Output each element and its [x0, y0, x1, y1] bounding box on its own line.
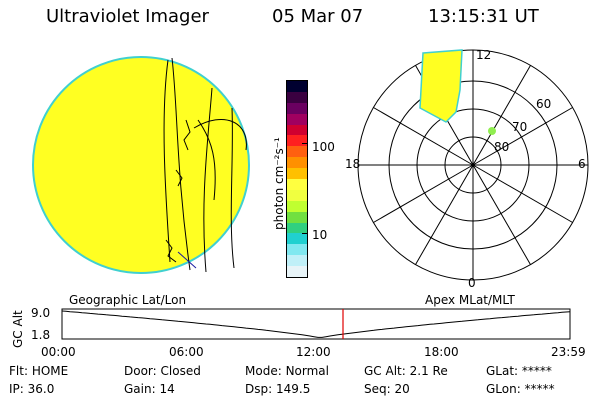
colorbar-tick-10: 10	[312, 228, 328, 242]
gain-field: Gain: 14	[124, 382, 175, 396]
glon-field: GLon: *****	[486, 382, 555, 396]
coastline-grid-line	[175, 169, 183, 187]
color-scale-bar	[286, 80, 308, 278]
coastline-grid-line	[165, 239, 177, 263]
colorbar-segment	[287, 200, 307, 213]
glat-field: GLat: *****	[486, 364, 552, 378]
mlt-label-0: 0	[468, 276, 476, 290]
mlt-meridian-line	[472, 164, 573, 223]
colorbar-segment	[287, 81, 307, 93]
colorbar-segment	[287, 222, 307, 234]
seq-field: Seq: 20	[364, 382, 410, 396]
apex-projection-label: Apex MLat/MLT	[425, 293, 515, 307]
colorbar-segment	[287, 168, 307, 180]
time-tick-0000: 00:00	[41, 345, 76, 359]
colorbar-segment	[287, 233, 307, 245]
time-tick-1800: 18:00	[424, 345, 459, 359]
mode-field: Mode: Normal	[245, 364, 329, 378]
colorbar-segment	[287, 189, 307, 202]
coastline-grid-line	[163, 59, 171, 263]
date-label: 05 Mar 07	[272, 6, 364, 27]
colorbar-tick-mark	[302, 143, 307, 144]
coastline-grid-line	[171, 57, 191, 271]
instrument-title: Ultraviolet Imager	[46, 6, 209, 27]
geographic-projection-label: Geographic Lat/Lon	[69, 293, 187, 307]
mlt-label-12: 12	[476, 48, 492, 62]
colorbar-segment	[287, 91, 307, 104]
dsp-field: Dsp: 149.5	[245, 382, 311, 396]
colorbar-segment	[287, 157, 307, 169]
colorbar-segment	[287, 135, 307, 147]
coastline-grid-line	[197, 119, 216, 201]
colorbar-segment	[287, 211, 307, 224]
coastline-grid-line	[230, 107, 235, 269]
mlt-meridian-line	[415, 164, 474, 265]
earth-disk	[32, 56, 250, 274]
colorbar-segment	[287, 244, 307, 256]
lat-label-70: 70	[512, 120, 528, 134]
altitude-plot-frame	[61, 308, 571, 340]
lat-label-80: 80	[494, 140, 510, 154]
colorbar-segment	[287, 266, 307, 277]
alt-tick-9: 9.0	[31, 306, 51, 320]
lat-label-60: 60	[536, 97, 552, 111]
gc-alt-field: GC Alt: 2.1 Re	[364, 364, 448, 378]
colorbar-tick-mark	[302, 233, 307, 234]
time-label: 13:15:31 UT	[428, 6, 539, 27]
mlt-meridian-line	[472, 164, 531, 265]
colorbar-segment	[287, 113, 307, 126]
coastline-grid-line	[183, 119, 191, 151]
colorbar-segment	[287, 146, 307, 158]
coastline-grid-line	[193, 119, 247, 151]
alt-tick-1-8: 1.8	[31, 328, 51, 342]
colorbar-tick-100: 100	[312, 140, 335, 154]
colorbar-segment	[287, 255, 307, 267]
mlt-label-6: 6	[578, 157, 586, 171]
mlt-meridian-line	[373, 107, 474, 166]
altitude-curve	[61, 310, 571, 338]
mlt-meridian-line	[373, 164, 474, 223]
time-tick-1200: 12:00	[296, 345, 331, 359]
colorbar-segment	[287, 102, 307, 115]
spacecraft-footpoint-dot	[488, 127, 496, 135]
colorbar-segment	[287, 179, 307, 191]
auroral-image-patch	[419, 49, 463, 123]
ip-field: IP: 36.0	[9, 382, 55, 396]
terminator-line	[177, 251, 197, 269]
flight-field: Flt: HOME	[9, 364, 69, 378]
door-field: Door: Closed	[124, 364, 201, 378]
mlt-label-18: 18	[345, 157, 361, 171]
mlt-meridian-line	[472, 65, 531, 166]
mlt-meridian-line	[472, 107, 573, 166]
colorbar-segment	[287, 124, 307, 136]
time-tick-0600: 06:00	[169, 345, 204, 359]
coastline-grid-line	[203, 87, 213, 273]
time-tick-2359: 23:59	[551, 345, 586, 359]
